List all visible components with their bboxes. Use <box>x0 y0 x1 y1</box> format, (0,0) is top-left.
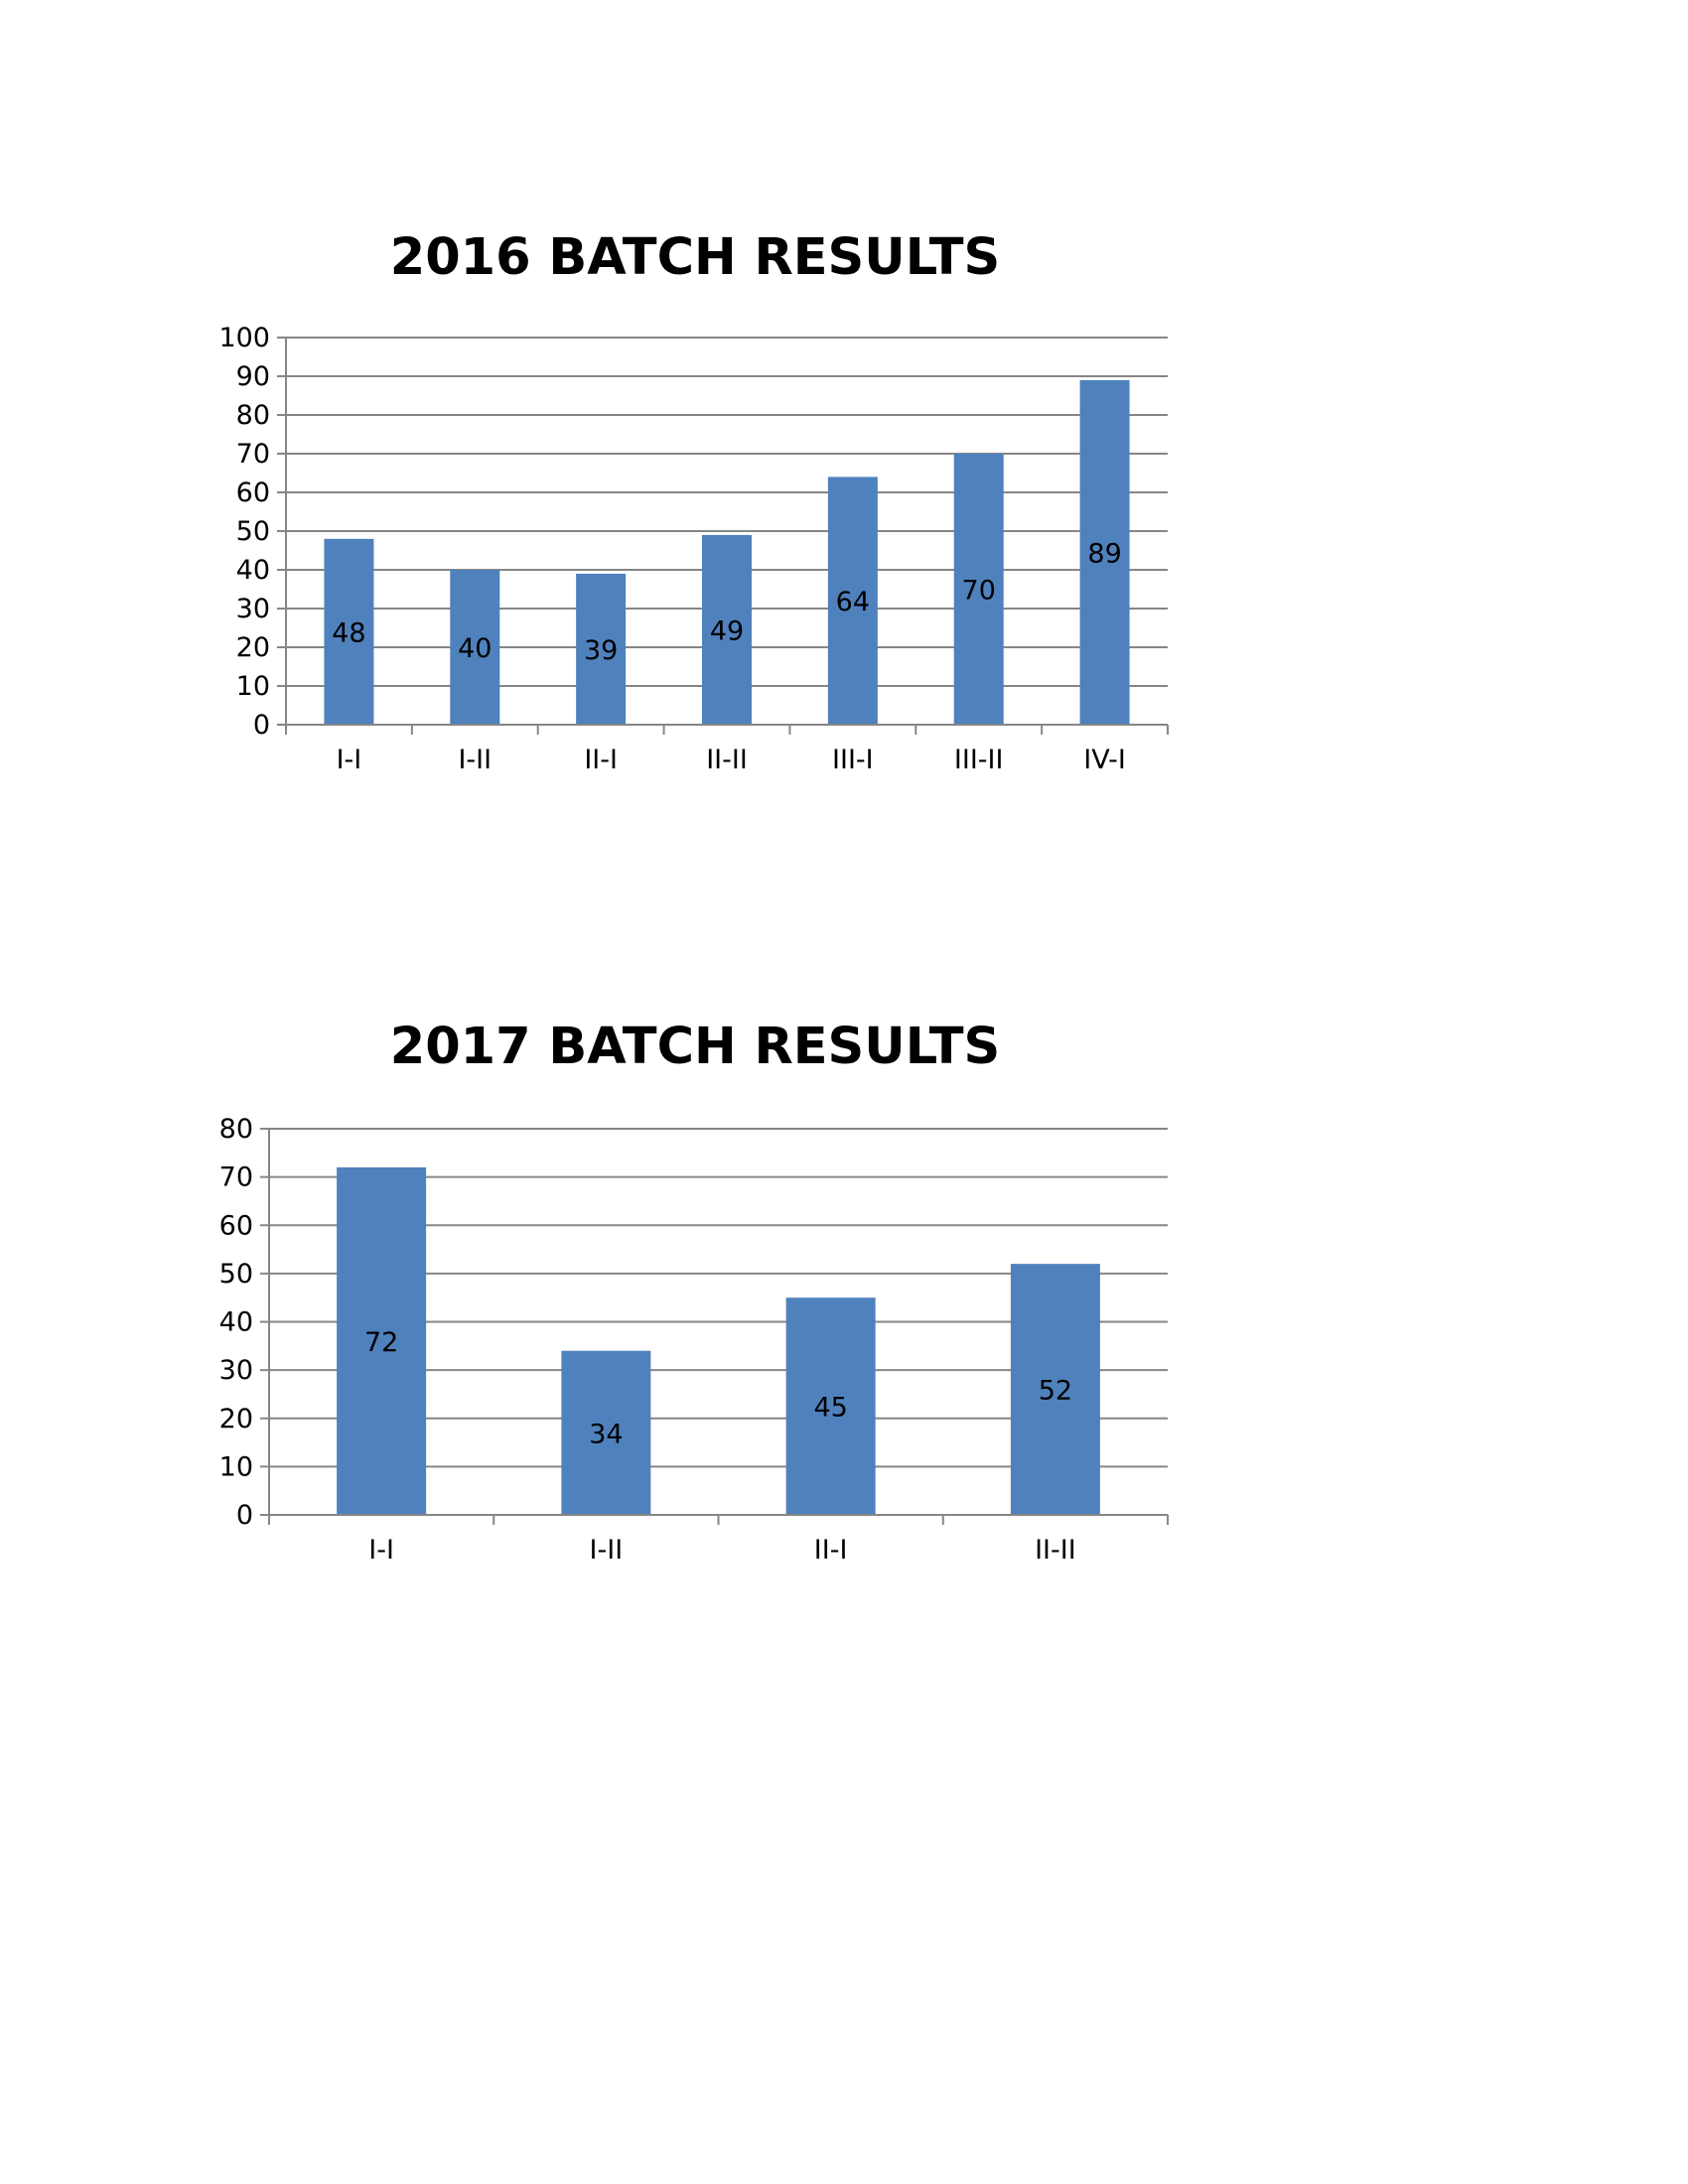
x-tick-label: II-I <box>584 745 618 775</box>
y-tick-label: 60 <box>236 478 270 508</box>
y-tick-label: 90 <box>236 361 270 392</box>
chart-2016-plot: 0 10 20 30 40 50 60 70 80 90 100 48 I-I 40 I-II 39 II-I 4… <box>218 323 1169 775</box>
data-label: 52 <box>1039 1376 1072 1407</box>
bar <box>953 454 1004 725</box>
y-tick-label: 30 <box>219 1355 253 1386</box>
data-label: 48 <box>332 617 365 648</box>
y-tick-label: 50 <box>219 1259 253 1290</box>
bar <box>1079 379 1130 725</box>
data-label: 89 <box>1087 538 1121 569</box>
data-label: 45 <box>813 1393 847 1424</box>
chart-2016-batch-results: 2016 BATCH RESULTS 0 10 20 30 40 50 60 70 80 90 10… <box>0 228 1688 824</box>
x-tick-label: IV-I <box>1083 745 1126 775</box>
bar <box>576 573 627 725</box>
y-tick-label: 80 <box>219 1114 253 1145</box>
x-tick-label: III-II <box>954 745 1004 775</box>
y-tick-label: 0 <box>253 710 270 741</box>
bar <box>337 1166 427 1515</box>
x-tick-label: I-II <box>458 745 492 775</box>
bar <box>450 570 500 725</box>
x-tick-label: II-I <box>814 1535 848 1566</box>
data-label: 34 <box>589 1419 623 1449</box>
x-tick-label: III-I <box>832 745 874 775</box>
data-label: 70 <box>962 576 996 607</box>
y-tick-label: 50 <box>236 516 270 547</box>
y-tick-label: 20 <box>219 1404 253 1434</box>
y-tick-label: 40 <box>219 1307 253 1338</box>
x-tick-label: II-II <box>706 745 748 775</box>
bar <box>827 477 878 725</box>
x-tick-label: I-II <box>590 1535 624 1566</box>
y-tick-label: 70 <box>236 439 270 470</box>
x-tick-label: I-I <box>337 745 362 775</box>
y-tick-label: 20 <box>236 632 270 663</box>
y-tick-label: 60 <box>219 1210 253 1241</box>
bar <box>324 538 374 725</box>
y-tick-label: 0 <box>236 1500 253 1531</box>
chart-title: 2016 BATCH RESULTS <box>389 228 1001 287</box>
bar <box>1010 1264 1100 1515</box>
y-tick-label: 10 <box>219 1451 253 1482</box>
x-tick-label: II-II <box>1035 1535 1076 1566</box>
y-tick-label: 40 <box>236 555 270 586</box>
chart-2017-plot: 0 10 20 30 40 50 60 70 80 72 I-I 34 I-II 45 II-I 52 II-I… <box>219 1114 1169 1566</box>
bar <box>702 534 752 725</box>
data-label: 72 <box>364 1327 398 1358</box>
bar <box>561 1350 651 1515</box>
y-tick-label: 10 <box>236 671 270 702</box>
chart-title: 2017 BATCH RESULTS <box>389 1018 1001 1076</box>
bar <box>785 1297 876 1515</box>
y-tick-label: 70 <box>219 1162 253 1193</box>
y-tick-label: 80 <box>236 400 270 431</box>
chart-2017-batch-results: 2017 BATCH RESULTS 0 10 20 30 40 50 60 70 80 72 I-… <box>0 1018 1688 1613</box>
x-tick-label: I-I <box>368 1535 394 1566</box>
data-label: 49 <box>710 615 744 646</box>
data-label: 40 <box>458 633 492 664</box>
y-tick-label: 30 <box>236 594 270 624</box>
y-tick-label: 100 <box>218 323 270 353</box>
data-label: 39 <box>584 635 618 666</box>
data-label: 64 <box>836 587 870 617</box>
